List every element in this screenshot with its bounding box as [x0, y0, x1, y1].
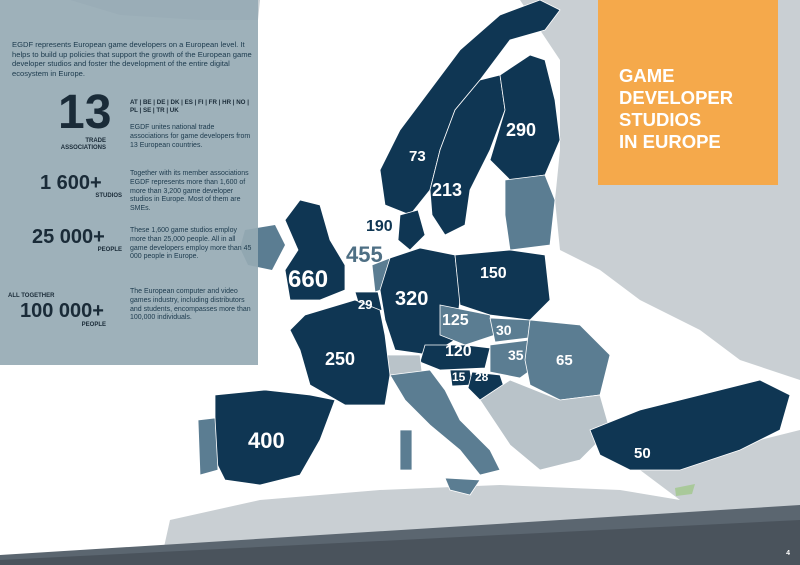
stat-associations-label: TRADE ASSOCIATIONS — [60, 138, 106, 151]
country-portugal — [197, 417, 219, 476]
title-line-4: IN EUROPE — [619, 131, 721, 152]
stat-total-prefix: ALL TOGETHER — [8, 293, 55, 299]
stat-total-value: 100 000+ — [20, 300, 104, 322]
label-romania: 65 — [556, 352, 573, 369]
island-sicily — [444, 477, 481, 496]
label-slovakia: 30 — [496, 322, 512, 338]
label-france: 250 — [325, 349, 356, 369]
country-czech — [439, 304, 496, 346]
stat-total-text: The European computer and video games in… — [130, 288, 251, 322]
label-croatia: 28 — [475, 370, 489, 384]
stat-associations-value: 13 — [58, 86, 112, 139]
label-sweden: 213 — [432, 180, 463, 200]
stat-studios-text: Together with its member associations EG… — [130, 170, 249, 213]
label-austria: 120 — [445, 343, 472, 360]
country-poland — [454, 249, 551, 321]
land-middle-east — [640, 430, 800, 500]
island-sardinia — [399, 429, 413, 471]
label-denmark: 190 — [366, 218, 393, 235]
page-title: GAME DEVELOPER STUDIOS IN EUROPE — [619, 65, 733, 153]
stat-people-text: These 1,600 game studios employ more tha… — [130, 227, 252, 261]
label-slovenia: 15 — [452, 370, 466, 384]
title-line-2: DEVELOPER — [619, 87, 734, 108]
label-finland: 290 — [506, 120, 537, 140]
label-hungary: 35 — [508, 347, 524, 363]
label-belgium: 29 — [358, 297, 373, 312]
country-denmark — [397, 209, 426, 251]
label-norway: 73 — [409, 148, 426, 165]
page-number: 4 — [786, 550, 790, 557]
info-panel: EGDF represents European game developers… — [0, 0, 258, 365]
country-france — [289, 299, 391, 406]
stat-people-label: PEOPLE — [97, 247, 122, 253]
country-turkey — [589, 379, 791, 471]
country-italy — [389, 369, 501, 476]
label-poland: 150 — [480, 265, 507, 282]
stat-studios-value: 1 600+ — [40, 172, 102, 194]
stat-studios-label: STUDIOS — [95, 193, 122, 199]
country-uk — [284, 199, 346, 301]
stat-associations-text: EGDF unites national trade associations … — [130, 124, 251, 149]
label-czech: 125 — [442, 312, 469, 329]
island-cyprus — [675, 484, 695, 496]
country-finland — [489, 54, 561, 181]
label-spain: 400 — [248, 428, 285, 453]
title-line-3: STUDIOS — [619, 109, 702, 130]
title-line-1: GAME — [619, 65, 675, 86]
title-box: GAME DEVELOPER STUDIOS IN EUROPE — [598, 0, 778, 185]
label-turkey: 50 — [634, 445, 651, 462]
country-baltics — [504, 174, 556, 251]
stat-people-value: 25 000+ — [32, 226, 105, 248]
label-netherlands: 455 — [346, 242, 383, 267]
member-countries: AT | BE | DE | DK | ES | FI | FR | HR | … — [130, 99, 249, 114]
country-sweden — [429, 74, 506, 236]
intro-text: EGDF represents European game developers… — [12, 40, 252, 78]
stat-total-label: PEOPLE — [81, 322, 106, 328]
label-uk: 660 — [288, 266, 329, 293]
label-germany: 320 — [395, 288, 429, 310]
